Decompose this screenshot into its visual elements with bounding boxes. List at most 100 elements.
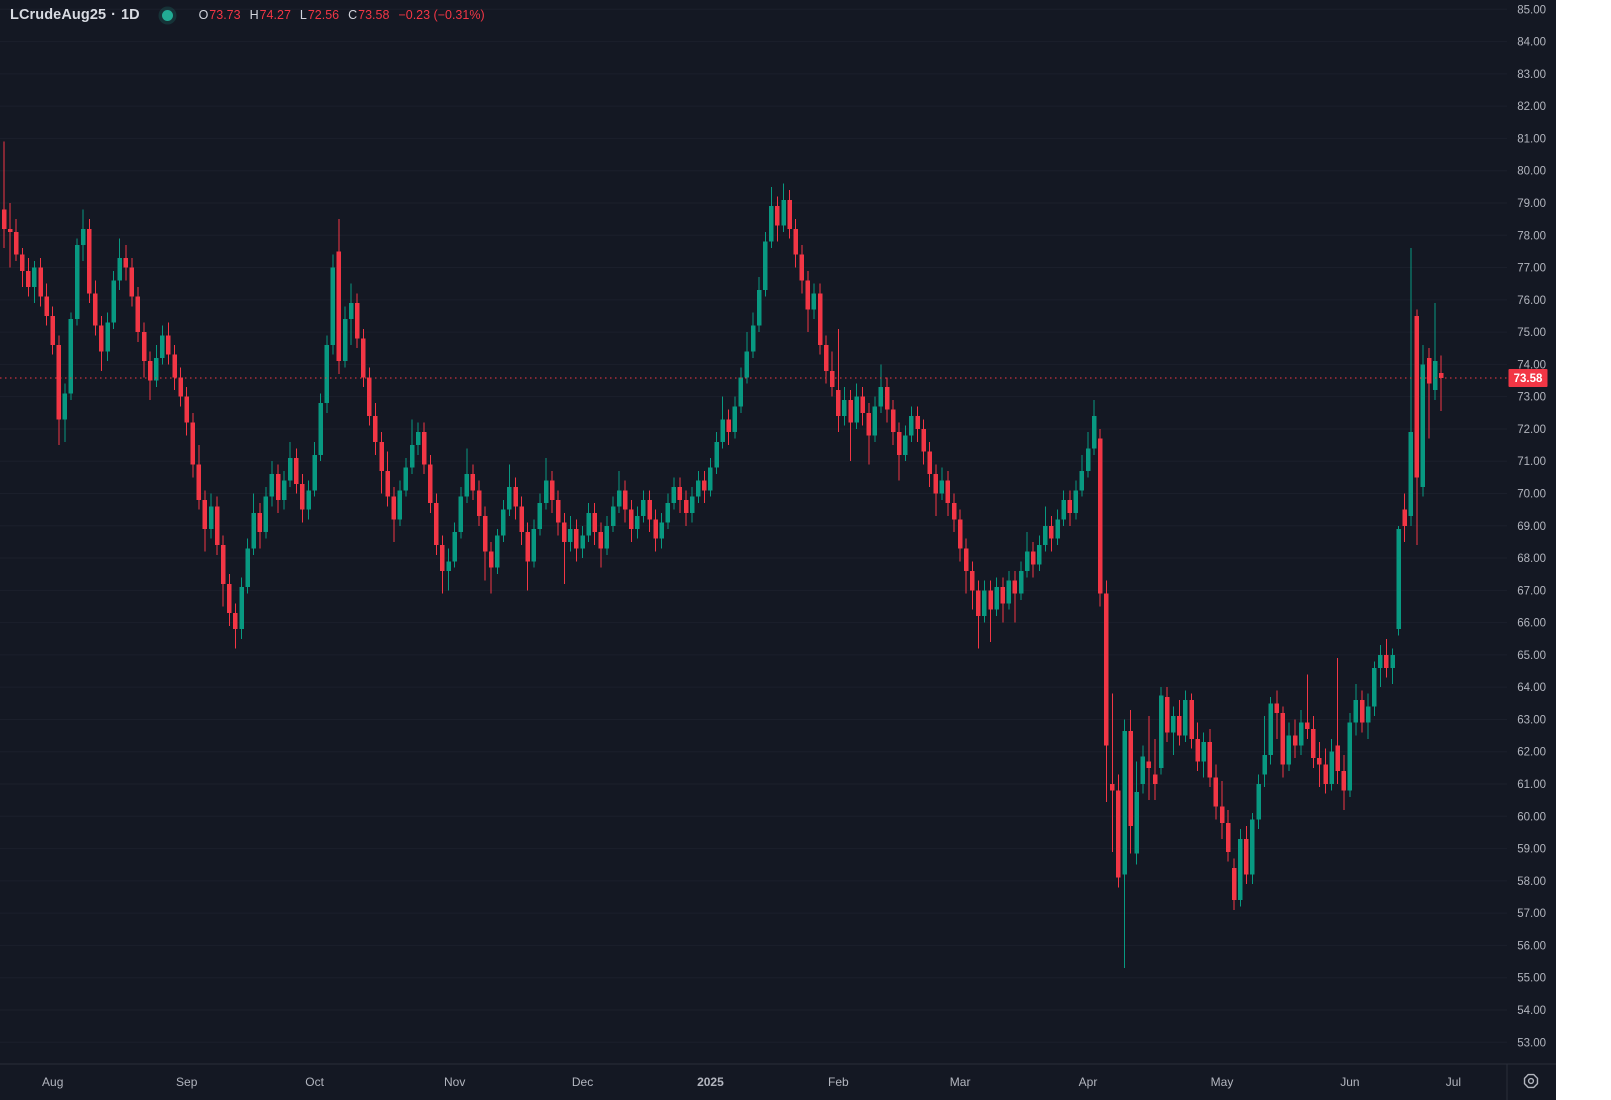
candle-body [1274, 703, 1280, 714]
candle-body [50, 315, 55, 346]
candle-body [184, 396, 189, 423]
candle-body [647, 499, 652, 520]
candle-body [896, 432, 902, 455]
candle-body [1286, 735, 1292, 765]
candlestick-chart[interactable]: 85.00 84.00 83.00 82.00 81.00 80.00 79.00 78.00… [0, 0, 1556, 1100]
candle-body [312, 454, 317, 491]
price-axis-label: 82.00 [1517, 101, 1546, 113]
candle-body [56, 345, 62, 420]
candle-body [909, 416, 914, 436]
candle-body [580, 535, 585, 549]
candle-body [1037, 545, 1042, 565]
candle-body [842, 399, 847, 417]
candle-body [342, 319, 348, 362]
time-axis-label: Nov [444, 1075, 465, 1089]
price-axis-label: 74.00 [1517, 359, 1546, 371]
candle-body [275, 474, 281, 500]
candle-body [1213, 777, 1219, 807]
candle-body [635, 516, 640, 530]
candle-body [44, 296, 49, 316]
time-axis-label: Mar [950, 1075, 971, 1089]
price-axis-label: 56.00 [1517, 940, 1546, 952]
candle-body [610, 506, 616, 526]
candle-body [1189, 700, 1194, 739]
candle-body [245, 548, 250, 588]
svg-text:73.58: 73.58 [1514, 373, 1543, 385]
candle-body [20, 254, 25, 271]
candle-body [671, 487, 677, 504]
candle-body [7, 228, 13, 233]
candle-body [32, 267, 37, 287]
candle-body [1292, 735, 1298, 746]
candle-body [696, 480, 701, 497]
candle-body [629, 509, 634, 530]
candle-body [306, 490, 311, 510]
candle-body [482, 516, 488, 552]
interval-label[interactable]: 1D [121, 7, 140, 23]
market-status-dot-icon[interactable] [161, 9, 173, 21]
candle-body [1116, 790, 1121, 878]
candle-body [811, 293, 817, 310]
candle-body [1390, 654, 1395, 668]
candle-body [495, 535, 500, 568]
candle-body [677, 487, 683, 500]
time-axis-label: Feb [828, 1075, 849, 1089]
candle-body [726, 419, 731, 433]
chart-background [0, 0, 1556, 1100]
price-axis-label: 55.00 [1517, 973, 1546, 985]
high-label: H [249, 8, 259, 22]
time-axis-label: Oct [305, 1075, 324, 1089]
candle-body [854, 396, 859, 423]
candle-body [860, 396, 865, 413]
grid-lines [0, 8, 1507, 1043]
candle-body [1134, 792, 1139, 854]
time-axis[interactable]: Aug Sep Oct Nov Dec 2025 Feb Mar Apr May Jun Jul [0, 1063, 1556, 1100]
candle-body [257, 512, 263, 533]
time-axis-label: May [1211, 1075, 1234, 1089]
time-axis-label: Aug [42, 1075, 63, 1089]
chart-widget: 85.00 84.00 83.00 82.00 81.00 80.00 79.00 78.00… [0, 0, 1556, 1100]
settings-gear-icon[interactable] [1523, 1073, 1539, 1089]
candle-body [519, 506, 524, 533]
candle-body [74, 244, 80, 320]
candle-body [1219, 806, 1225, 823]
candle-body [391, 496, 397, 520]
candle-body [939, 480, 945, 494]
candle-body [38, 267, 43, 297]
price-axis-label: 79.00 [1517, 198, 1546, 210]
candle-body [269, 474, 275, 497]
candle-body [787, 199, 792, 229]
candle-body [1384, 654, 1389, 668]
candle-body [208, 506, 214, 530]
candle-body [604, 525, 610, 549]
price-axis[interactable]: 85.00 84.00 83.00 82.00 81.00 80.00 79.00 78.00… [1517, 4, 1546, 1049]
candle-body [848, 399, 853, 423]
price-axis-label: 69.00 [1517, 521, 1546, 533]
candle-body [988, 590, 993, 610]
candle-body [403, 467, 409, 491]
symbol-name[interactable]: LCrudeAug25 [10, 7, 107, 23]
candle-body [1341, 771, 1347, 791]
candle-body [903, 435, 908, 455]
candle-body [1311, 729, 1316, 759]
candle-body [220, 545, 226, 584]
candle-body [1195, 738, 1200, 762]
candle-body [738, 377, 744, 407]
candle-body [415, 432, 421, 446]
candle-body [763, 241, 768, 291]
candle-body [13, 232, 19, 255]
candle-body [202, 499, 208, 530]
candle-body [574, 529, 579, 549]
price-axis-label: 61.00 [1517, 779, 1546, 791]
candle-body [318, 403, 323, 455]
candle-body [507, 487, 512, 510]
candle-body [683, 499, 689, 513]
candle-body [653, 519, 658, 539]
candle-body [1104, 593, 1109, 746]
candle-body [1073, 490, 1079, 513]
candle-body [348, 303, 354, 320]
candle-body [659, 522, 664, 539]
candle-body [324, 345, 330, 404]
candle-body [1426, 357, 1432, 384]
